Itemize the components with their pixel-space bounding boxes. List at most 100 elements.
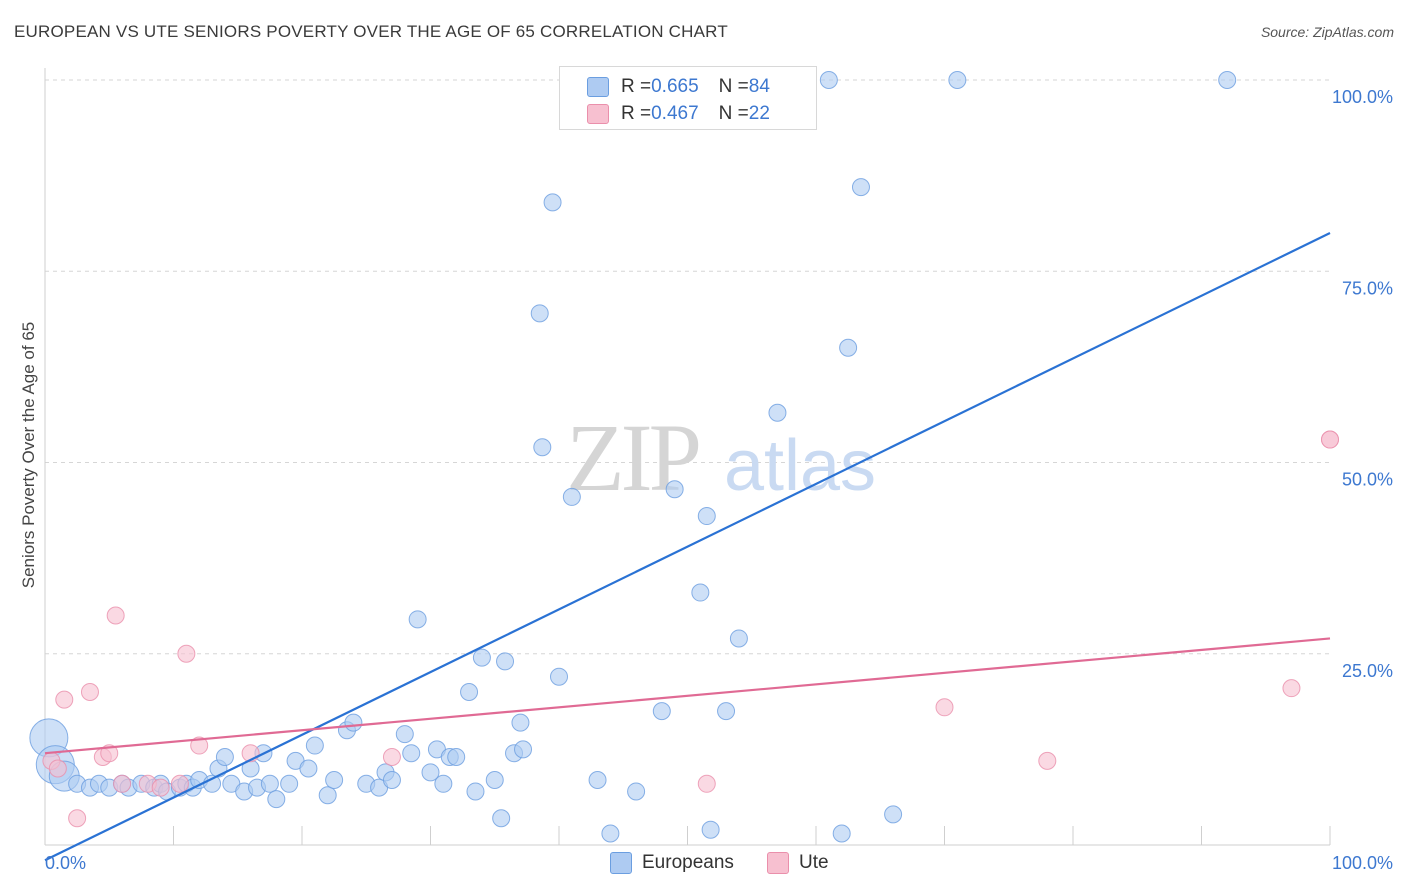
ute-point <box>80 683 99 701</box>
legend-row-ute: R = 0.467 N = 22 <box>560 101 770 127</box>
ute-point <box>55 690 74 709</box>
legend-swatch-ute <box>767 852 789 874</box>
european-point <box>514 740 533 759</box>
legend-swatch-ute <box>587 104 609 124</box>
europeans-trend-line <box>44 232 1331 862</box>
series-legend: Europeans Ute <box>0 852 1406 878</box>
ute-point <box>48 759 67 778</box>
european-point <box>851 178 870 197</box>
european-point <box>1218 71 1237 89</box>
european-point <box>402 744 421 763</box>
legend-r-label: R = <box>621 76 652 97</box>
european-point <box>717 702 736 721</box>
european-point <box>492 809 511 828</box>
ute-point <box>151 778 170 797</box>
european-point <box>884 805 903 824</box>
european-point <box>466 782 485 801</box>
chart-title: EUROPEAN VS UTE SENIORS POVERTY OVER THE… <box>14 22 728 41</box>
ute-point <box>113 774 132 793</box>
european-point <box>421 763 440 782</box>
correlation-legend: R = 0.665 N = 84 R = 0.467 N = 22 <box>559 66 817 130</box>
y-tick-label: 75.0% <box>1342 278 1393 298</box>
ute-trend-line <box>44 637 1331 755</box>
y-axis-label: Seniors Poverty Over the Age of 65 <box>19 322 38 588</box>
ute-point <box>106 606 125 625</box>
x-tick-label: 100.0% <box>1332 853 1393 873</box>
european-point <box>318 786 337 805</box>
european-point <box>408 610 427 629</box>
ute-point <box>935 698 954 717</box>
european-point <box>839 338 858 357</box>
european-point <box>665 480 684 499</box>
european-point <box>382 770 401 789</box>
grid-lines <box>45 79 1330 655</box>
european-point <box>562 487 581 506</box>
european-point <box>533 438 552 457</box>
y-tick-label: 100.0% <box>1332 87 1393 107</box>
legend-r-value: 0.665 <box>651 76 699 97</box>
legend-r-value: 0.467 <box>651 103 699 124</box>
european-point <box>601 824 620 843</box>
y-tick-label: 25.0% <box>1342 661 1393 681</box>
legend-item-ute[interactable]: Ute <box>767 852 829 874</box>
trend-lines <box>44 232 1331 862</box>
legend-item-europeans[interactable]: Europeans <box>610 852 734 874</box>
legend-n-label: N = <box>718 76 749 97</box>
ute-point <box>382 748 401 767</box>
legend-n-label: N = <box>718 103 749 124</box>
ute-point <box>1038 751 1057 770</box>
source-credit: Source: ZipAtlas.com <box>1260 24 1394 40</box>
european-point <box>697 507 716 526</box>
ute-point <box>170 774 189 793</box>
ute-point <box>68 809 87 828</box>
european-point <box>627 782 646 801</box>
european-point <box>511 713 530 732</box>
european-point <box>485 770 504 789</box>
european-point <box>543 193 562 212</box>
tick-labels: 25.0% 50.0% 75.0% 100.0% 0.0% 100.0% <box>45 87 1393 873</box>
ute-point <box>100 744 119 763</box>
european-point <box>530 304 549 323</box>
european-point <box>260 774 279 793</box>
european-point <box>344 713 363 732</box>
european-point <box>496 652 515 671</box>
european-point <box>472 648 491 667</box>
european-point <box>652 702 671 721</box>
legend-label-ute: Ute <box>799 852 829 873</box>
european-point <box>832 824 851 843</box>
european-point <box>768 403 787 422</box>
european-point <box>460 683 479 701</box>
x-tick-label: 0.0% <box>45 853 86 873</box>
ute-point <box>1282 679 1301 698</box>
european-point <box>948 71 967 89</box>
european-point <box>819 71 838 89</box>
ute-point <box>190 736 209 755</box>
european-point <box>447 748 466 767</box>
y-tick-label: 50.0% <box>1342 470 1393 490</box>
european-point <box>729 629 748 648</box>
european-point <box>395 725 414 744</box>
european-point <box>267 790 286 809</box>
ute-point <box>1321 430 1339 449</box>
ute-point <box>177 644 196 663</box>
european-point <box>325 770 344 789</box>
european-point <box>305 736 324 755</box>
legend-r-label: R = <box>621 103 652 124</box>
european-point <box>215 748 234 767</box>
european-point <box>701 820 720 839</box>
european-point <box>691 583 710 602</box>
legend-swatch-europeans <box>587 77 609 97</box>
european-point <box>299 759 318 778</box>
european-point <box>550 667 568 686</box>
legend-n-value: 84 <box>748 76 770 97</box>
legend-n-value: 22 <box>748 103 770 124</box>
axes <box>44 68 1331 846</box>
european-point <box>588 770 607 789</box>
ute-point <box>697 774 716 793</box>
watermark: ZIP atlas <box>566 404 876 511</box>
legend-row-europeans: R = 0.665 N = 84 <box>560 74 770 100</box>
legend-swatch-europeans <box>610 852 632 874</box>
european-point <box>434 774 453 793</box>
legend-label-europeans: Europeans <box>642 852 734 873</box>
